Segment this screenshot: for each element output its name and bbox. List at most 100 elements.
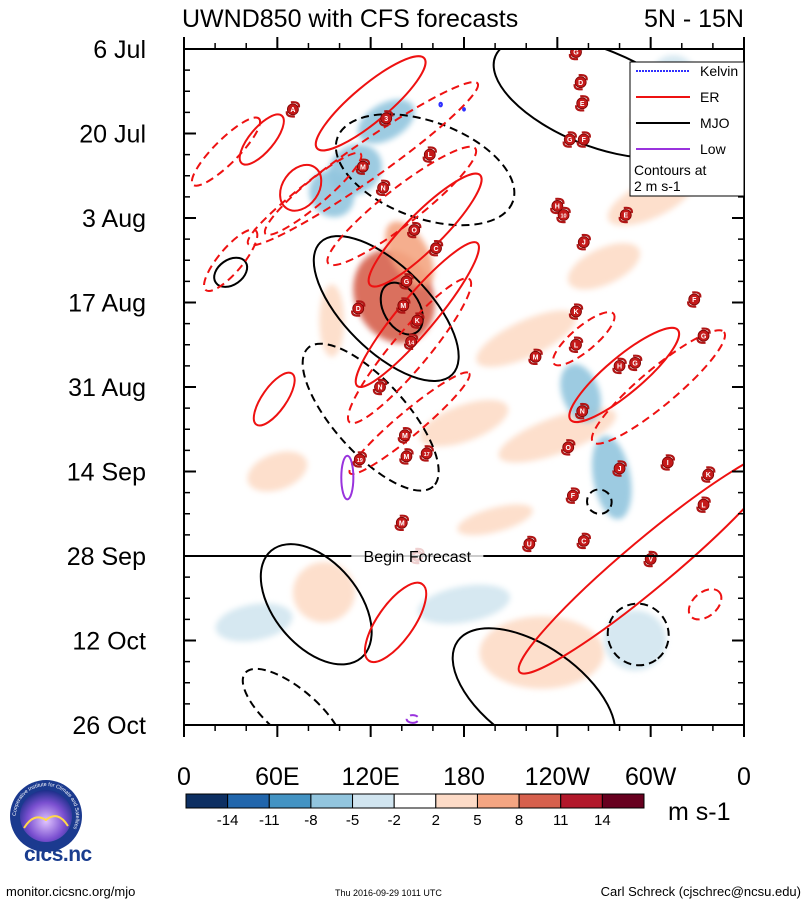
storm-core — [562, 441, 575, 454]
storm-swirl-icon — [407, 221, 422, 239]
kelvin-contour-32 — [438, 101, 443, 108]
storm-marker-39: E — [618, 206, 633, 224]
storm-swirl-icon — [397, 427, 413, 444]
storm-swirl-icon — [379, 110, 394, 127]
storm-core — [629, 356, 642, 369]
anomaly-patch-20 — [247, 451, 308, 492]
anomaly-patch-5 — [476, 310, 577, 367]
storm-marker-24: J — [612, 460, 627, 477]
x-axis: 0 60E 120E 180 120W 60W 0 — [177, 37, 751, 791]
storm-swirl-icon — [396, 297, 411, 314]
colorbar: -14 -11 -8 -5 -2 2 5 8 11 14 — [185, 793, 645, 829]
storm-label: K — [706, 472, 711, 479]
colorbar-swatch-8 — [518, 793, 562, 809]
storm-swirl-icon — [428, 239, 444, 257]
storm-label: U — [527, 542, 532, 549]
storm-core — [380, 112, 393, 125]
er-contour-19 — [252, 371, 296, 427]
storm-core — [570, 338, 582, 351]
er-contour-15 — [238, 113, 285, 166]
er-contour-12 — [246, 81, 480, 247]
colorbar-swatch-5 — [393, 793, 437, 809]
storm-label: A — [290, 107, 295, 114]
storm-swirl-icon — [660, 454, 675, 471]
colorbar-level-label: -2 — [388, 812, 401, 829]
storm-swirl-icon — [285, 101, 301, 118]
colorbar-swatch-0 — [185, 793, 229, 809]
storm-label: M — [399, 520, 405, 527]
storm-swirl-icon — [573, 73, 588, 91]
storm-marker-23: N — [575, 402, 590, 420]
storm-label: F — [692, 297, 697, 304]
storm-label: 19 — [357, 458, 363, 464]
storm-marker-6: C — [428, 239, 444, 257]
storm-swirl-icon — [399, 448, 414, 465]
legend-label-low: Low — [700, 141, 727, 157]
storm-marker-19: U — [522, 535, 537, 553]
anomaly-patch-17 — [215, 603, 293, 642]
storm-label: C — [581, 539, 586, 546]
storm-marker-0: A — [285, 101, 301, 118]
storm-core — [377, 181, 390, 194]
storm-label: N — [377, 385, 382, 392]
mjo-contour-3 — [312, 235, 460, 382]
legend-label-er: ER — [700, 89, 719, 105]
colorbar-level-label: 14 — [594, 812, 611, 829]
storm-marker-26: K — [701, 466, 716, 483]
storm-marker-20: C — [576, 532, 591, 550]
storm-swirl-icon — [618, 206, 633, 224]
storm-label: G — [404, 279, 410, 286]
storm-swirl-icon — [351, 300, 366, 317]
storm-swirl-icon — [696, 327, 711, 344]
storm-core — [408, 224, 421, 236]
storm-marker-43: G — [562, 131, 577, 148]
footer-author: Carl Schreck (cjschrec@ncsu.edu) — [600, 884, 801, 899]
storm-swirl-icon — [556, 206, 571, 224]
storm-marker-22: O — [561, 439, 576, 456]
legend-contour-note-value: 2 m s-1 — [634, 178, 681, 194]
colorbar-level-label: 11 — [553, 812, 569, 829]
storm-label: G — [701, 333, 707, 340]
mjo-contour-8 — [241, 667, 345, 725]
colorbar-swatch-4 — [352, 793, 395, 809]
colorbar-swatch-6 — [435, 793, 478, 809]
storm-marker-layer: A3LMNOCGDMK14NMM1719MCUCFONJIKLVMLKHGFGH… — [285, 49, 716, 568]
x-tick-label: 60W — [625, 763, 677, 791]
storm-swirl-icon — [528, 348, 543, 366]
storm-label: K — [573, 309, 578, 316]
storm-label: E — [623, 213, 628, 220]
storm-swirl-icon — [522, 535, 537, 553]
storm-label: C — [433, 246, 438, 253]
storm-marker-42: E — [575, 95, 590, 112]
storm-label: 10 — [560, 214, 566, 220]
storm-core — [577, 535, 590, 547]
storm-core — [613, 359, 626, 372]
kelvin-contour-33 — [462, 107, 466, 112]
storm-swirl-icon — [576, 532, 591, 550]
storm-swirl-icon — [687, 291, 702, 308]
storm-swirl-icon — [419, 445, 434, 462]
storm-marker-2: L — [422, 146, 437, 163]
x-tick-label: 60E — [255, 763, 299, 791]
storm-core — [423, 148, 436, 161]
storm-core — [566, 489, 579, 502]
storm-core — [352, 302, 365, 315]
mjo-contour-5 — [301, 342, 440, 492]
er-contour-20 — [348, 371, 471, 476]
mjo-contour-2 — [213, 256, 249, 288]
storm-marker-29: M — [528, 348, 543, 366]
storm-marker-34: F — [687, 291, 702, 308]
storm-label: O — [565, 445, 571, 452]
storm-core — [697, 498, 710, 511]
anomaly-patch-16 — [604, 610, 667, 671]
storm-label: D — [578, 80, 583, 87]
storm-label: N — [580, 409, 585, 416]
mjo-contour-1 — [334, 113, 516, 227]
y-tick-label: 12 Oct — [72, 628, 146, 656]
storm-marker-38: J — [576, 233, 591, 251]
storm-label: 14 — [408, 340, 415, 346]
storm-core — [395, 516, 408, 529]
storm-swirl-icon — [562, 131, 577, 148]
y-tick-label: 3 Aug — [82, 205, 146, 233]
footer-url[interactable]: monitor.cicsnc.org/mjo — [6, 884, 136, 899]
